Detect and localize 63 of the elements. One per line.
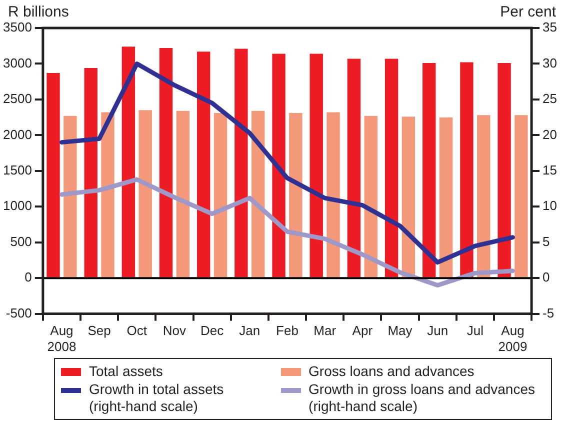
y-tick-label: 0 [24, 270, 32, 285]
y-tick-label: 1500 [3, 162, 32, 178]
y2-tick-label: -5 [542, 305, 554, 320]
bar [101, 112, 114, 278]
bar [234, 48, 248, 278]
bar [310, 54, 323, 278]
y2-tick-label: 20 [542, 126, 558, 142]
y-tick-label: 500 [10, 234, 32, 249]
y-tick-label: 2000 [3, 126, 32, 142]
x-tick-label: Aug 2009 [498, 323, 528, 354]
bar [176, 110, 190, 278]
bar [272, 54, 286, 278]
bar [64, 116, 77, 278]
bar [122, 46, 136, 278]
bar [252, 110, 265, 278]
bar [138, 110, 152, 278]
y-tick-label: -500 [6, 305, 32, 320]
legend-label: Growth in gross loans and advances (right-hand scale) [308, 381, 536, 415]
x-tick-label: Jun [427, 323, 448, 338]
bar [498, 63, 511, 278]
legend-label: Gross loans and advances [308, 363, 474, 380]
y2-tick-label: 25 [542, 91, 558, 106]
x-tick-label: Apr [352, 323, 374, 338]
y2-tick-label: 30 [542, 55, 558, 70]
y2-tick-label: 10 [542, 198, 558, 214]
bar [289, 113, 302, 278]
bar [439, 117, 453, 278]
legend-label: Total assets [89, 363, 163, 380]
y2-tick-label: 0 [542, 270, 550, 285]
bar [326, 112, 340, 278]
y-tick-label: 1000 [3, 198, 32, 214]
x-tick-label: Mar [314, 323, 337, 338]
y-tick-label: 3000 [3, 55, 32, 70]
y2-tick-label: 15 [542, 162, 558, 178]
bar [460, 62, 474, 278]
bar [384, 58, 398, 278]
bar [197, 52, 210, 278]
x-tick-label: Oct [126, 323, 148, 338]
x-tick-label: May [388, 323, 413, 338]
y2-axis-title: Per cent [500, 4, 557, 21]
y-tick-label: 3500 [3, 20, 32, 35]
bar [214, 113, 228, 278]
x-tick-label: Dec [200, 323, 224, 338]
x-tick-label: Aug 2008 [47, 323, 76, 354]
x-tick-label: Jul [466, 323, 484, 338]
y2-tick-label: 35 [542, 20, 558, 35]
bar [422, 63, 436, 278]
x-tick-label: Jan [239, 323, 260, 338]
x-tick-label: Feb [276, 323, 298, 338]
bar [84, 68, 98, 278]
bar [402, 116, 416, 278]
x-tick-label: Sep [88, 323, 111, 338]
bar [364, 116, 378, 278]
bar [347, 58, 361, 278]
bar [159, 48, 173, 278]
y-axis-title: R billions [8, 4, 69, 21]
bar [477, 115, 490, 278]
legend-label: Growth in total assets (right-hand scale) [89, 381, 224, 415]
x-tick-label: Nov [162, 323, 187, 338]
bar [514, 115, 528, 278]
bar [46, 73, 60, 278]
y-tick-label: 2500 [3, 91, 32, 106]
y2-tick-label: 5 [542, 234, 550, 249]
